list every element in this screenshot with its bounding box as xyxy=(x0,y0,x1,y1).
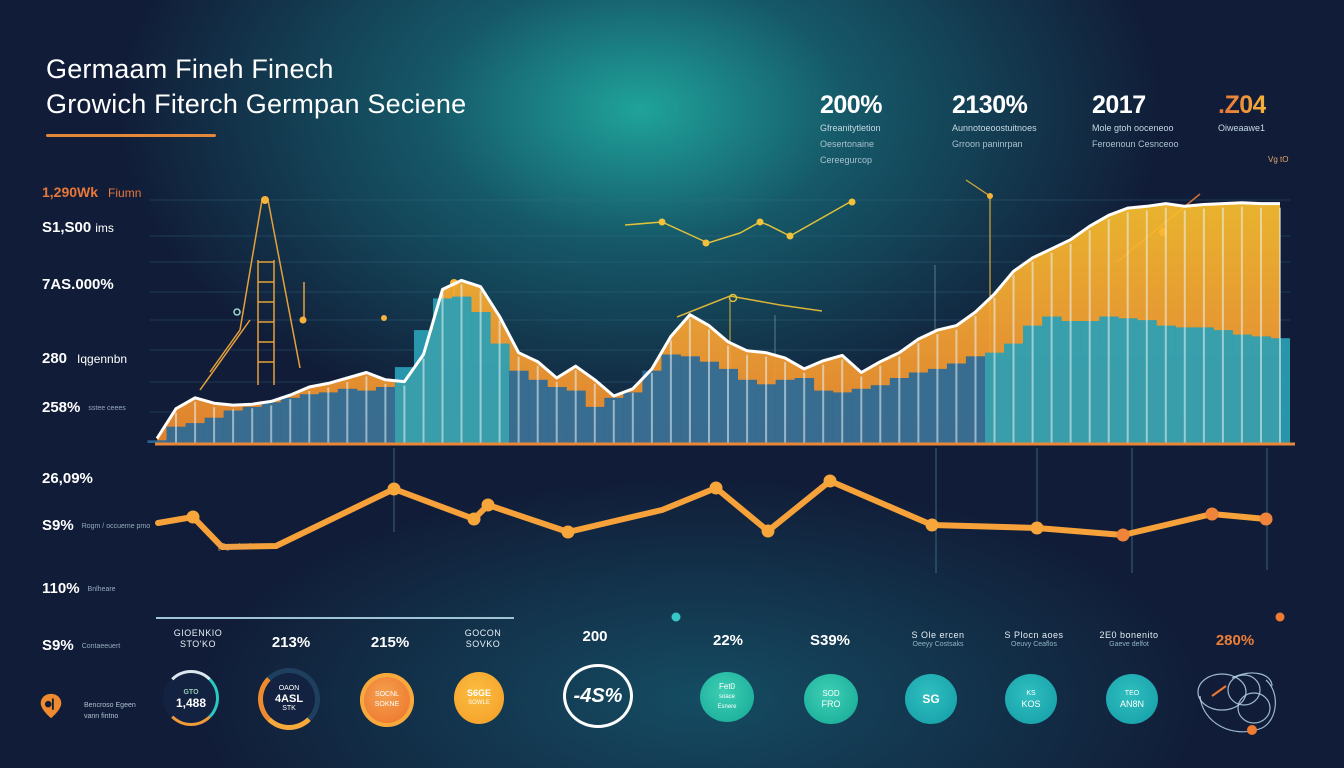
axis-label: 26,09% xyxy=(42,470,93,487)
axis-label: 1,290Wk Fiumn xyxy=(42,184,142,200)
axis-label: 7AS.000% xyxy=(42,276,114,293)
stat-value: 200% xyxy=(820,91,882,119)
title-block: Germaam Fineh Finech Growich Fiterch Ger… xyxy=(46,52,466,137)
kpi-8: S Ole ercen Oeeyy Costsaks xyxy=(911,630,965,648)
area-outline xyxy=(155,201,1280,440)
stat-sub: Oiweaawe1 xyxy=(1218,123,1266,133)
kpi-label: GOCON SOVKO xyxy=(464,628,502,649)
stat-sub: Grroon paninrpan xyxy=(952,139,1023,149)
kpi-circle-2[interactable]: OAON 4ASL STK xyxy=(258,668,320,730)
kpi-circle-5[interactable]: -4S% xyxy=(563,664,633,728)
kpi-label-2: 213% xyxy=(271,634,311,651)
kpi-label-7: S39% xyxy=(809,632,851,649)
kpi-4: GOCON SOVKO xyxy=(458,628,508,650)
kpi-circle-7[interactable]: SOD FRO xyxy=(804,674,858,724)
kpi-label: GIOENKIO STO'KO xyxy=(173,628,223,649)
stat-sub: Mole gtoh ooceneoo xyxy=(1092,123,1174,133)
kpi-circle-1[interactable]: GTO 1,488 xyxy=(163,670,219,726)
sketch-globe-icon xyxy=(1197,672,1276,735)
kpi-1: GIOENKIO STO'KO xyxy=(168,628,228,650)
line-annotation: [Sgeelsnl xyxy=(218,542,251,551)
kpi-circle-3[interactable]: SOCNL SOKNE xyxy=(360,673,414,727)
kpi-label-5: 200 xyxy=(582,628,608,645)
kpi-circle-10[interactable]: TEO AN8N xyxy=(1106,674,1158,724)
axis-label: S9% Rogm / occueme pmo xyxy=(42,517,151,534)
slider-start-handle[interactable] xyxy=(671,612,681,622)
corner-tag: Vg tO xyxy=(1268,155,1289,164)
kpi-9: S Plocn aoes Oeuvy Ceaflos xyxy=(1004,630,1064,648)
title-line-1: Germaam Fineh Finech xyxy=(46,54,334,84)
stat-4: .Z04 Oiweaawe1 xyxy=(1218,91,1267,134)
title-line-2: Growich Fiterch Germpan Seciene xyxy=(46,89,467,119)
stat-2: 2130% Aunnotoeoostuitnoes Grroon paninrp… xyxy=(952,92,1037,150)
title-underline xyxy=(46,134,216,137)
stat-sub: Gfreanitytletion xyxy=(820,123,881,133)
kpi-label-6: 22% xyxy=(712,632,744,649)
kpi-circle-4[interactable]: S6GE SOWLE xyxy=(454,672,504,724)
stat-3: 2017 Mole gtoh ooceneoo Feroenoun Cesnce… xyxy=(1092,92,1179,150)
stat-sub: Cereegurcop xyxy=(820,155,873,165)
kpi-label-3: 215% xyxy=(370,634,410,651)
location-pin-icon xyxy=(40,693,62,719)
stat-value: .Z04 xyxy=(1218,91,1267,119)
line-markers xyxy=(186,474,1273,542)
axis-label: S1,S00 ims xyxy=(42,219,114,236)
legend-text: Bencroso Egeen vann fintno xyxy=(84,702,136,720)
stat-1: 200% Gfreanitytletion Oesertonaine Ceree… xyxy=(820,92,882,166)
axis-label: 280 Iqgennbn xyxy=(42,350,128,367)
stat-value: 2017 xyxy=(1092,91,1146,119)
line-series xyxy=(155,478,1269,550)
stat-sub: Feroenoun Cesnceoo xyxy=(1092,139,1179,149)
axis-label: S9% Contaeeuert xyxy=(42,637,121,654)
kpi-circle-9[interactable]: KS KOS xyxy=(1005,674,1057,724)
kpi-10: 2E0 bonenito Gaeve delfot xyxy=(1099,630,1159,648)
kpi-label-11: 280% xyxy=(1215,632,1255,649)
bar-stripes xyxy=(156,206,1281,443)
kpi-circle-8[interactable]: SG xyxy=(905,674,957,724)
axis-label: 110% Bnlheare xyxy=(42,580,116,597)
axis-label: 258% sstee ceees xyxy=(42,399,126,416)
stat-sub: Aunnotoeoostuitnoes xyxy=(952,123,1037,133)
stat-sub: Oesertonaine xyxy=(820,139,875,149)
kpi-circle-6[interactable]: Fet0 soace Esnere xyxy=(700,672,754,722)
slider-end-handle[interactable] xyxy=(1275,612,1285,622)
stat-value: 2130% xyxy=(952,91,1028,119)
